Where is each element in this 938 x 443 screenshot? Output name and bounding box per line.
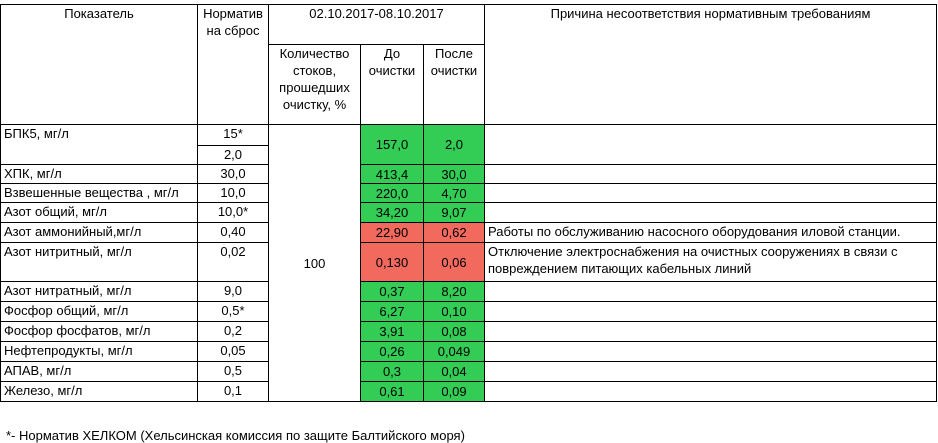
row-after: 9,07 bbox=[423, 202, 485, 223]
row-before: 157,0 bbox=[360, 124, 424, 165]
row-reason bbox=[484, 321, 937, 342]
row-after: 2,0 bbox=[423, 124, 485, 165]
row-reason: Отключение электроснабжения на очистных … bbox=[484, 242, 937, 282]
row-before: 0,37 bbox=[360, 281, 424, 302]
row-after: 0,049 bbox=[423, 341, 485, 362]
table-row: Азот аммонийный,мг/л 0,40 22,90 0,62 Работы … bbox=[0, 222, 937, 243]
row-indicator: Азот общий, мг/л bbox=[0, 202, 198, 223]
table-row: Фосфор общий, мг/л 0,5* 6,27 0,10 bbox=[0, 301, 937, 322]
footnote: *- Норматив ХЕЛКОМ (Хельсинская комиссия… bbox=[6, 428, 465, 443]
water-quality-table: Показатель Норматив на сброс 02.10.2017-… bbox=[0, 4, 937, 402]
row-indicator: Азот нитритный, мг/л bbox=[0, 242, 198, 282]
header-before: До очистки bbox=[360, 44, 424, 125]
table-row: Железо, мг/л 0,1 0,61 0,09 bbox=[0, 381, 937, 402]
table-row: Взвешенные вещества , мг/л 10,0 220,0 4,70 bbox=[0, 183, 937, 203]
row-after: 0,06 bbox=[423, 242, 485, 282]
row-norm: 0,02 bbox=[197, 242, 269, 282]
row-after: 0,08 bbox=[423, 321, 485, 342]
row-reason bbox=[484, 202, 937, 223]
row-before: 0,3 bbox=[360, 361, 424, 382]
row-norm: 0,2 bbox=[197, 321, 269, 342]
row-before: 413,4 bbox=[360, 164, 424, 184]
header-indicator: Показатель bbox=[0, 4, 198, 125]
row-indicator: ХПК, мг/л bbox=[0, 164, 198, 184]
table-row: БПК5, мг/л 15* 100 157,0 2,0 bbox=[0, 124, 937, 402]
table-row: Нефтепродукты, мг/л 0,05 0,26 0,049 bbox=[0, 341, 937, 362]
row-norm: 0,1 bbox=[197, 381, 269, 402]
row-indicator: Фосфор общий, мг/л bbox=[0, 301, 198, 322]
table-row: АПАВ, мг/л 0,5 0,3 0,04 bbox=[0, 361, 937, 382]
header-after: После очистки bbox=[423, 44, 485, 125]
row-norm: 10,0* bbox=[197, 202, 269, 223]
row-before: 0,130 bbox=[360, 242, 424, 282]
header-reason: Причина несоответствия нормативным требо… bbox=[484, 4, 937, 125]
row-reason bbox=[484, 164, 937, 184]
row-indicator: БПК5, мг/л bbox=[0, 124, 198, 165]
row-norm: 9,0 bbox=[197, 281, 269, 302]
table-row: Азот общий, мг/л 10,0* 34,20 9,07 bbox=[0, 202, 937, 223]
row-indicator: Нефтепродукты, мг/л bbox=[0, 341, 198, 362]
row-reason bbox=[484, 381, 937, 402]
row-after: 0,62 bbox=[423, 222, 485, 243]
table-row: Азот нитритный, мг/л 0,02 0,130 0,06 Отключе… bbox=[0, 242, 937, 282]
row-reason bbox=[484, 281, 937, 302]
table-row: ХПК, мг/л 30,0 413,4 30,0 bbox=[0, 164, 937, 184]
row-norm: 0,40 bbox=[197, 222, 269, 243]
row-norm: 10,0 bbox=[197, 183, 269, 203]
row-after: 0,09 bbox=[423, 381, 485, 402]
header-period: 02.10.2017-08.10.2017 bbox=[268, 4, 485, 45]
row-indicator: Взвешенные вещества , мг/л bbox=[0, 183, 198, 203]
row-after: 0,10 bbox=[423, 301, 485, 322]
row-after: 4,70 bbox=[423, 183, 485, 203]
row-reason bbox=[484, 341, 937, 362]
header-norm: Норматив на сброс bbox=[197, 4, 269, 125]
row-before: 3,91 bbox=[360, 321, 424, 342]
row-after: 8,20 bbox=[423, 281, 485, 302]
row-reason bbox=[484, 301, 937, 322]
row-reason bbox=[484, 124, 937, 165]
row-norm: 0,5* bbox=[197, 301, 269, 322]
table-row: Фосфор фосфатов, мг/л 0,2 3,91 0,08 bbox=[0, 321, 937, 342]
row-reason bbox=[484, 183, 937, 203]
row-norm-secondary: 2,0 bbox=[197, 145, 269, 165]
row-indicator: Азот аммонийный,мг/л bbox=[0, 222, 198, 243]
share-value: 100 bbox=[268, 124, 361, 402]
header-share: Количество стоков, прошедших очистку, % bbox=[268, 44, 361, 125]
row-before: 220,0 bbox=[360, 183, 424, 203]
row-indicator: Фосфор фосфатов, мг/л bbox=[0, 321, 198, 342]
row-after: 0,04 bbox=[423, 361, 485, 382]
row-norm: 0,05 bbox=[197, 341, 269, 362]
row-before: 0,26 bbox=[360, 341, 424, 362]
row-reason bbox=[484, 361, 937, 382]
row-after: 30,0 bbox=[423, 164, 485, 184]
row-before: 0,61 bbox=[360, 381, 424, 402]
row-indicator: АПАВ, мг/л bbox=[0, 361, 198, 382]
row-indicator: Азот нитратный, мг/л bbox=[0, 281, 198, 302]
row-norm: 30,0 bbox=[197, 164, 269, 184]
row-norm: 0,5 bbox=[197, 361, 269, 382]
row-norm: 15* bbox=[197, 124, 269, 146]
row-before: 34,20 bbox=[360, 202, 424, 223]
row-before: 6,27 bbox=[360, 301, 424, 322]
table-row: Азот нитратный, мг/л 9,0 0,37 8,20 bbox=[0, 281, 937, 302]
row-before: 22,90 bbox=[360, 222, 424, 243]
row-indicator: Железо, мг/л bbox=[0, 381, 198, 402]
row-reason: Работы по обслуживанию насосного оборудо… bbox=[484, 222, 937, 243]
